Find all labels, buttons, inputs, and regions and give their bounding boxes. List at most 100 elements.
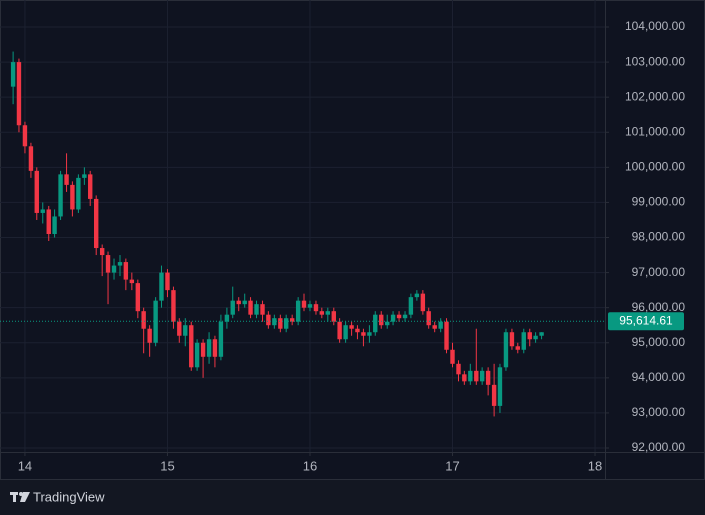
candle-body <box>491 384 497 406</box>
candle-body <box>40 209 45 213</box>
candle-body <box>206 339 212 357</box>
x-tick-label: 14 <box>18 458 32 473</box>
candle-body <box>64 174 69 185</box>
logo-part <box>13 492 16 502</box>
candle-body <box>515 346 520 350</box>
candle-body <box>278 318 283 329</box>
candle-body <box>349 325 354 329</box>
y-tick-label: 101,000.00 <box>625 124 685 138</box>
candle-body <box>141 311 146 329</box>
candle-body <box>479 370 485 382</box>
candle-body <box>34 170 39 213</box>
candle-body <box>52 216 57 234</box>
candle-body <box>171 290 176 322</box>
candle-body <box>266 314 271 326</box>
brand-logo <box>10 492 30 502</box>
y-tick-label: 102,000.00 <box>625 89 685 103</box>
candle-body <box>177 321 182 336</box>
x-tick-label: 17 <box>445 458 459 473</box>
candle-body <box>325 311 330 315</box>
y-tick-label: 98,000.00 <box>632 230 686 244</box>
y-tick-label: 92,000.00 <box>632 440 686 454</box>
candle-body <box>402 314 408 319</box>
candle-body <box>301 300 307 308</box>
candle-body <box>331 311 336 322</box>
candle-body <box>260 304 265 315</box>
candle-body <box>236 300 241 305</box>
candle-body <box>248 300 253 315</box>
candle-body <box>307 304 313 308</box>
candle-body <box>337 321 342 340</box>
candle-body <box>70 184 75 210</box>
candle-body <box>438 321 443 329</box>
candle-body <box>111 265 117 273</box>
candle-body <box>46 209 51 234</box>
candle-body <box>379 314 384 326</box>
candle-body <box>283 318 289 329</box>
candle-body <box>194 342 200 368</box>
candle-body <box>385 321 390 326</box>
y-tick-label: 94,000.00 <box>632 370 686 384</box>
candle-body <box>189 325 194 368</box>
candle-body <box>319 311 325 315</box>
candle-body <box>432 325 437 329</box>
candle-body <box>165 272 170 291</box>
candle-body <box>88 174 93 199</box>
candle-body <box>533 335 538 340</box>
candle-body <box>242 300 247 305</box>
candle-body <box>224 314 230 322</box>
candle-body <box>76 177 81 210</box>
candle-body <box>373 314 378 333</box>
candle-body <box>123 262 129 280</box>
candle-body <box>212 339 218 357</box>
candle-body <box>153 300 158 343</box>
candle-body <box>183 325 188 336</box>
candle-body <box>105 255 111 273</box>
candle-body <box>28 146 34 171</box>
candle-body <box>426 311 431 326</box>
candle-body <box>474 370 479 382</box>
candle-body <box>539 332 544 336</box>
candle-body <box>456 363 461 375</box>
candle-body <box>468 370 473 382</box>
candle-body <box>289 318 295 322</box>
candle-body <box>82 174 87 178</box>
last-price-label: 95,614.61 <box>619 313 673 327</box>
logo-part <box>19 492 23 496</box>
candle-body <box>159 272 164 301</box>
y-tick-label: 100,000.00 <box>625 160 685 174</box>
candle-body <box>420 293 426 312</box>
candle-body <box>295 300 301 322</box>
candle-body <box>367 332 372 336</box>
x-tick-label: 16 <box>303 458 317 473</box>
candle-body <box>361 332 366 336</box>
x-tick-label: 18 <box>588 458 602 473</box>
candle-body <box>135 283 141 312</box>
y-tick-label: 103,000.00 <box>625 54 685 68</box>
candle-body <box>414 293 420 298</box>
candle-body <box>230 300 235 315</box>
x-tick-label: 15 <box>160 458 174 473</box>
plot-area <box>0 0 605 452</box>
y-tick-label: 99,000.00 <box>632 195 686 209</box>
y-tick-label: 93,000.00 <box>632 405 686 419</box>
candle-body <box>200 342 206 357</box>
candle-body <box>390 314 396 322</box>
candle-body <box>509 332 515 347</box>
candle-body <box>355 328 360 333</box>
candle-body <box>503 332 509 368</box>
candle-body <box>462 374 467 382</box>
y-tick-label: 104,000.00 <box>625 19 685 33</box>
brand-name: TradingView <box>33 489 105 504</box>
candle-body <box>396 314 402 319</box>
candle-body <box>444 321 449 350</box>
candle-body <box>450 349 455 364</box>
chart-frame <box>0 0 705 480</box>
last-price-box <box>608 312 684 331</box>
candle-body <box>497 367 503 406</box>
candle-body <box>254 304 259 315</box>
candle-body <box>485 370 491 385</box>
candle-body <box>218 321 224 357</box>
candle-body <box>58 174 63 217</box>
